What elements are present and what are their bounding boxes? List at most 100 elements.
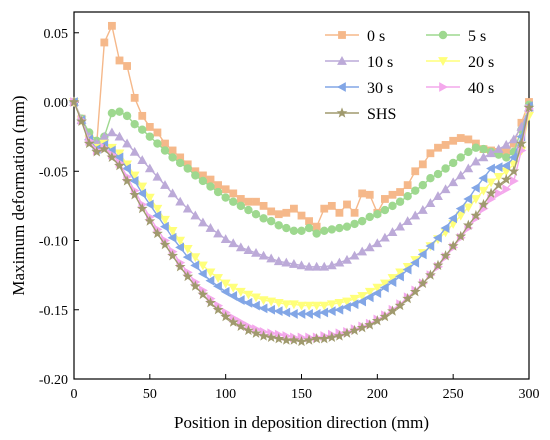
data-point	[303, 334, 315, 345]
data-point	[326, 260, 337, 270]
data-point	[417, 205, 428, 214]
data-point	[205, 275, 215, 286]
data-point	[364, 319, 376, 330]
data-point	[191, 171, 200, 180]
data-point	[114, 131, 125, 141]
data-point	[396, 188, 404, 196]
data-point	[493, 172, 504, 182]
x-tick-label: 50	[143, 387, 157, 402]
data-point	[106, 151, 118, 162]
x-tick-label: 0	[71, 387, 78, 402]
data-point	[144, 215, 156, 226]
legend-marker	[338, 31, 346, 39]
data-point	[228, 291, 238, 301]
data-point	[252, 197, 260, 206]
data-point	[168, 153, 177, 162]
data-point	[212, 304, 224, 315]
data-point	[198, 261, 208, 271]
data-point	[343, 200, 351, 209]
legend-item: 30 s	[325, 80, 393, 97]
data-point	[281, 300, 292, 310]
data-point	[266, 253, 277, 263]
data-point	[395, 197, 405, 206]
data-point	[175, 196, 186, 206]
data-point	[311, 309, 321, 319]
data-point	[107, 127, 117, 137]
data-point	[402, 264, 412, 275]
data-point	[448, 177, 459, 187]
data-point	[213, 274, 223, 283]
data-point	[470, 182, 480, 193]
data-point	[227, 316, 239, 327]
data-point	[426, 173, 435, 183]
data-point	[145, 123, 154, 131]
data-point	[282, 223, 291, 233]
data-point	[182, 203, 193, 213]
data-point	[235, 287, 246, 297]
data-point	[478, 198, 489, 210]
data-point	[244, 205, 253, 215]
data-point	[342, 254, 352, 264]
data-point	[167, 232, 177, 243]
data-point	[115, 107, 124, 116]
data-point	[312, 222, 321, 231]
legend-label: 5 s	[468, 28, 486, 45]
x-tick-label: 100	[215, 387, 236, 402]
data-point	[160, 146, 170, 155]
data-point	[463, 194, 473, 204]
data-point	[449, 136, 458, 145]
data-point	[221, 185, 230, 194]
data-point	[372, 238, 383, 248]
data-point	[486, 178, 496, 188]
data-point	[471, 156, 481, 166]
data-point	[455, 203, 465, 214]
data-point	[235, 320, 247, 331]
data-point	[122, 111, 132, 121]
data-point	[265, 331, 277, 343]
data-point	[289, 300, 299, 310]
data-point	[243, 297, 253, 308]
data-point	[447, 240, 459, 251]
data-point	[379, 311, 391, 322]
data-point	[273, 299, 284, 308]
data-point	[357, 292, 368, 301]
data-point	[206, 182, 215, 191]
legend-item: 20 s	[426, 54, 494, 71]
data-point	[349, 250, 360, 260]
data-point	[387, 305, 398, 316]
data-point	[91, 146, 103, 157]
data-point	[434, 143, 442, 152]
data-point	[381, 195, 389, 203]
legend-marker	[336, 82, 346, 92]
data-point	[123, 62, 131, 70]
data-point	[229, 189, 238, 198]
data-point	[311, 301, 322, 311]
data-point	[281, 307, 291, 318]
data-point	[114, 160, 125, 171]
data-point	[175, 236, 186, 246]
data-point	[455, 211, 466, 221]
data-point	[114, 152, 124, 163]
series-shs	[68, 96, 535, 347]
data-point	[289, 259, 299, 268]
data-point	[478, 186, 489, 196]
data-point	[296, 301, 307, 311]
data-point	[258, 330, 269, 341]
y-tick-label: -0.15	[39, 304, 68, 319]
data-point	[326, 300, 337, 310]
data-point	[342, 222, 352, 231]
data-point	[425, 269, 436, 280]
data-point	[448, 213, 457, 224]
data-point	[297, 226, 306, 236]
data-point	[426, 149, 435, 158]
legend-item: 10 s	[325, 54, 393, 71]
data-point	[320, 226, 329, 236]
data-point	[229, 197, 238, 206]
data-point	[409, 286, 421, 297]
data-point	[213, 281, 222, 292]
data-point	[189, 280, 201, 291]
data-point	[402, 216, 413, 225]
data-point	[433, 191, 443, 201]
data-point	[220, 311, 232, 322]
data-point	[335, 223, 344, 233]
